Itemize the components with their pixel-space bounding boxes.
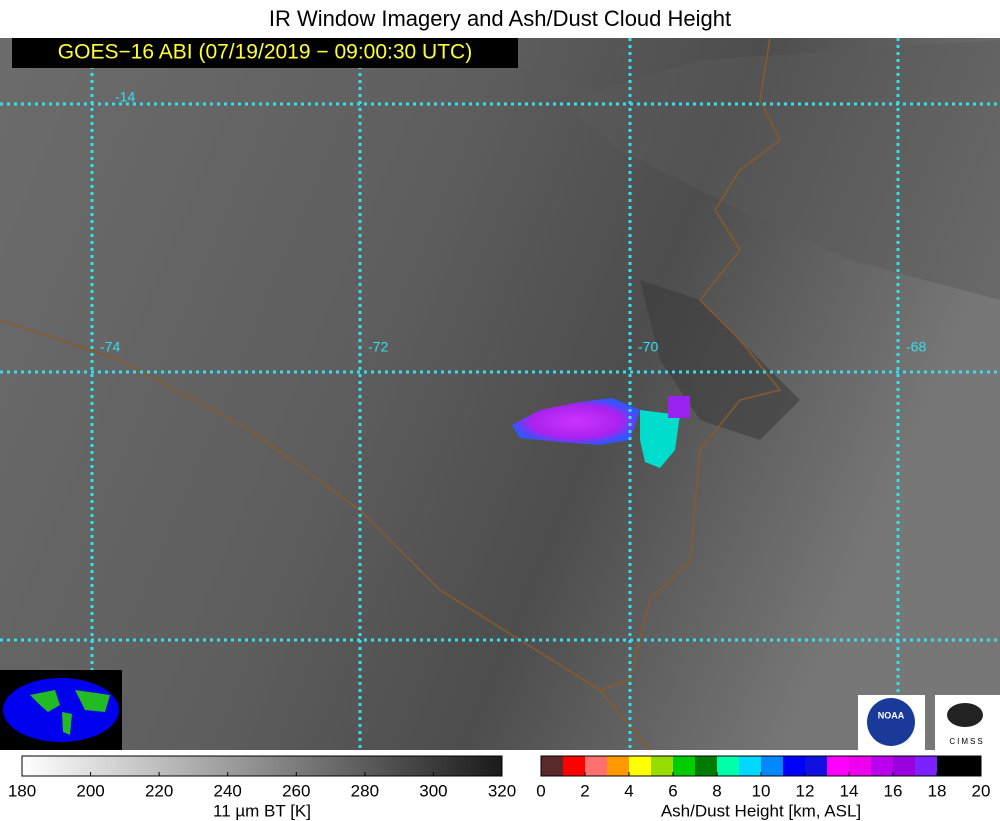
color-swatch	[805, 756, 828, 776]
noaa-emblem	[867, 698, 915, 746]
color-swatch	[849, 756, 872, 776]
border	[599, 37, 782, 691]
color-swatch	[541, 756, 564, 776]
colorbar	[22, 756, 502, 776]
color-swatch	[827, 756, 850, 776]
color-swatch	[695, 756, 718, 776]
color-swatch	[783, 756, 806, 776]
color-swatch	[563, 756, 586, 776]
color-swatch	[959, 756, 982, 776]
subtitle: GOES−16 ABI (07/19/2019 − 09:00:30 UTC)	[58, 41, 472, 64]
grid-label: -70	[638, 339, 658, 355]
color-swatch	[871, 756, 894, 776]
grid-label: -14	[115, 89, 135, 105]
tick-label: 10	[752, 781, 771, 800]
color-swatch	[761, 756, 784, 776]
cimss-emblem	[947, 703, 983, 727]
ash-plume	[668, 396, 690, 418]
tick-label: 18	[928, 781, 947, 800]
color-swatch	[629, 756, 652, 776]
tick-label: 16	[884, 781, 903, 800]
graticule	[0, 38, 1000, 750]
tick-label: 4	[624, 781, 633, 800]
color-swatch	[673, 756, 696, 776]
grid-label: -68	[906, 339, 926, 355]
tick-label: 12	[796, 781, 815, 800]
color-swatch	[893, 756, 916, 776]
color-swatch	[651, 756, 674, 776]
ash-plume	[640, 410, 680, 468]
tick-label: 240	[214, 781, 242, 800]
noaa-text: NOAA	[878, 710, 905, 720]
ash-plume	[512, 398, 640, 445]
tick-label: 320	[488, 781, 516, 800]
tick-label: 14	[840, 781, 859, 800]
tick-label: 180	[8, 781, 36, 800]
lake-region	[640, 280, 800, 440]
colorbar-label: Ash/Dust Height [km, ASL]	[661, 801, 861, 820]
color-swatch	[915, 756, 938, 776]
tick-label: 260	[282, 781, 310, 800]
continents	[30, 690, 110, 735]
tick-label: 8	[712, 781, 721, 800]
colorbar-frame	[21, 755, 503, 777]
title: IR Window Imagery and Ash/Dust Cloud Hei…	[269, 6, 731, 31]
color-swatch	[717, 756, 740, 776]
tick-label: 20	[972, 781, 991, 800]
grid-label: -74	[100, 339, 120, 355]
subtitle-box	[12, 38, 518, 68]
tick-label: 300	[419, 781, 447, 800]
color-swatch	[607, 756, 630, 776]
cimss-text: CIMSS	[949, 737, 984, 746]
tick-label: 200	[76, 781, 104, 800]
tick-label: 6	[668, 781, 677, 800]
tick-label: 2	[580, 781, 589, 800]
color-swatch	[739, 756, 762, 776]
tick-label: 0	[536, 781, 545, 800]
tick-label: 220	[145, 781, 173, 800]
colorbar-label: 11 µm BT [K]	[213, 801, 311, 820]
tick-label: 280	[351, 781, 379, 800]
grid-label: -72	[368, 339, 388, 355]
color-swatch	[585, 756, 608, 776]
color-swatch	[937, 756, 960, 776]
